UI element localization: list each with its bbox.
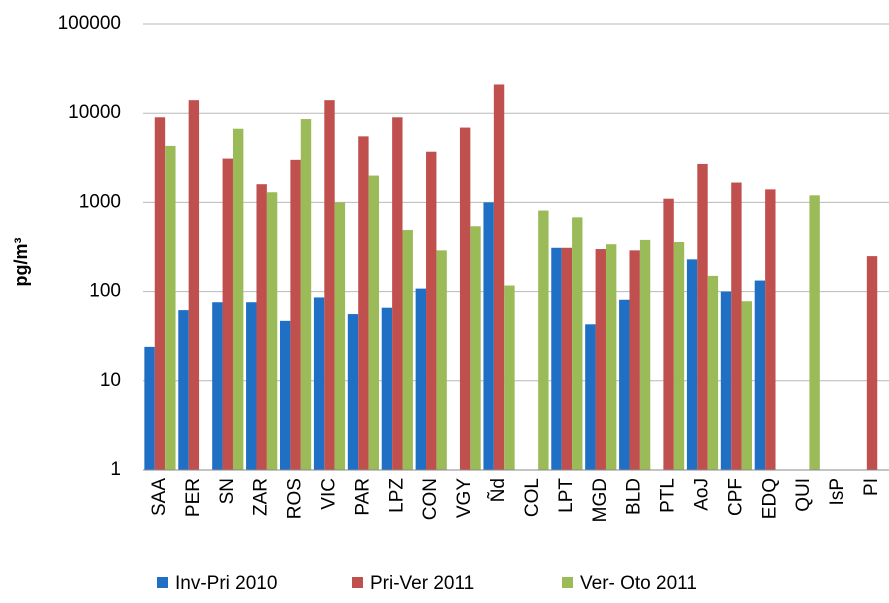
bar bbox=[585, 324, 596, 470]
x-tick-label: PAR bbox=[352, 478, 373, 516]
legend-swatch bbox=[157, 577, 168, 588]
bar bbox=[232, 128, 244, 471]
bar bbox=[290, 159, 301, 470]
bar bbox=[212, 302, 223, 470]
legend-swatch bbox=[562, 577, 573, 588]
bar bbox=[809, 195, 820, 470]
y-tick-label: 100000 bbox=[58, 13, 121, 34]
bar bbox=[381, 307, 393, 470]
bar bbox=[697, 163, 708, 470]
x-tick-label: VIC bbox=[319, 478, 340, 510]
bar bbox=[436, 250, 447, 470]
bar bbox=[165, 145, 176, 471]
bar bbox=[551, 247, 562, 470]
bar bbox=[765, 189, 776, 471]
bar bbox=[561, 247, 573, 470]
x-tick-label: ROS bbox=[285, 478, 306, 519]
x-tick-label: BLD bbox=[624, 478, 645, 515]
bar bbox=[504, 285, 515, 470]
bar bbox=[493, 84, 505, 470]
bar bbox=[279, 320, 291, 470]
bar bbox=[483, 202, 494, 470]
y-tick-label: 10 bbox=[100, 370, 121, 391]
bar bbox=[866, 256, 878, 470]
bar bbox=[754, 280, 766, 470]
bar bbox=[188, 100, 200, 471]
bar bbox=[619, 299, 630, 470]
bar bbox=[154, 117, 166, 471]
x-tick-label: VGY bbox=[454, 478, 475, 518]
x-tick-label: LPT bbox=[556, 478, 577, 513]
bar bbox=[639, 239, 651, 470]
legend-swatch bbox=[352, 577, 363, 588]
bar bbox=[686, 259, 698, 470]
x-tick-label: MGD bbox=[590, 478, 611, 522]
bar bbox=[347, 314, 359, 470]
bar bbox=[673, 241, 685, 470]
bar bbox=[707, 275, 719, 470]
bar bbox=[178, 310, 189, 470]
x-tick-label: Ñd bbox=[487, 478, 509, 502]
bar bbox=[595, 249, 606, 470]
x-tick-label: COL bbox=[522, 478, 543, 517]
y-tick-label: 100 bbox=[89, 281, 121, 302]
bar bbox=[392, 117, 403, 471]
x-tick-label: AoJ bbox=[692, 478, 713, 511]
x-tick-label: ZAR bbox=[251, 478, 272, 516]
x-tick-label: QUI bbox=[793, 478, 814, 512]
x-tick-label: IsP bbox=[827, 478, 848, 505]
bar bbox=[266, 192, 278, 470]
x-tick-label: SAA bbox=[149, 478, 170, 516]
bar bbox=[629, 250, 640, 470]
bar bbox=[222, 158, 233, 470]
bar bbox=[324, 100, 335, 471]
bar bbox=[246, 302, 257, 470]
bar bbox=[720, 291, 732, 470]
bar bbox=[334, 202, 346, 470]
bar bbox=[731, 182, 742, 470]
bar bbox=[741, 301, 753, 470]
bar bbox=[300, 119, 312, 471]
legend-label: Pri-Ver 2011 bbox=[370, 573, 474, 594]
legend-label: Inv-Pri 2010 bbox=[175, 573, 277, 594]
legend-label: Ver- Oto 2011 bbox=[580, 573, 697, 594]
bar bbox=[358, 136, 369, 470]
y-tick-label: 1000 bbox=[79, 191, 121, 212]
bar bbox=[470, 226, 481, 470]
bar bbox=[663, 198, 674, 471]
bar bbox=[313, 297, 325, 470]
bar bbox=[426, 151, 437, 470]
x-tick-label: LPZ bbox=[386, 478, 407, 513]
x-tick-label: PI bbox=[861, 478, 882, 496]
y-tick-label: 10000 bbox=[68, 102, 121, 123]
bar bbox=[402, 230, 413, 470]
bar bbox=[368, 175, 380, 470]
bar bbox=[144, 346, 155, 470]
y-tick-label: 1 bbox=[110, 459, 121, 480]
bar bbox=[256, 184, 267, 470]
bar bbox=[415, 288, 427, 470]
bar bbox=[605, 244, 617, 470]
bar bbox=[459, 127, 471, 471]
bar bbox=[538, 210, 549, 470]
x-tick-label: EDQ bbox=[759, 478, 780, 519]
x-tick-label: SN bbox=[217, 478, 238, 504]
x-tick-label: PER bbox=[183, 478, 204, 517]
x-tick-label: CPF bbox=[725, 478, 746, 516]
x-tick-label: PTL bbox=[658, 478, 679, 513]
x-tick-label: CON bbox=[420, 478, 441, 520]
bar bbox=[572, 217, 583, 470]
y-axis-label: pg/m³ bbox=[11, 238, 31, 287]
